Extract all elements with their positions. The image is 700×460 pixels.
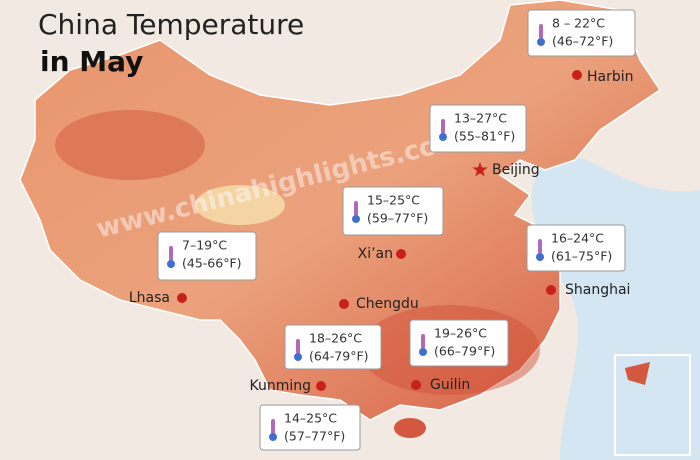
thermometer bbox=[296, 339, 300, 354]
thermometer-bulb bbox=[537, 38, 545, 46]
city-dot bbox=[177, 293, 187, 303]
inset-map bbox=[614, 354, 691, 456]
city-dot bbox=[396, 249, 406, 259]
temp-fahrenheit: (59–77°F) bbox=[367, 211, 428, 226]
callout bbox=[429, 104, 527, 153]
callout bbox=[526, 224, 626, 272]
city-name: Beijing bbox=[492, 162, 540, 178]
hainan bbox=[394, 418, 426, 438]
temp-fahrenheit: (55–81°F) bbox=[454, 129, 515, 144]
inset-land bbox=[625, 362, 650, 385]
temp-fahrenheit: (66–79°F) bbox=[434, 344, 495, 359]
city-dot bbox=[411, 380, 421, 390]
plateau-region bbox=[195, 185, 285, 225]
city-name: Shanghai bbox=[565, 282, 630, 298]
temp-celsius: 15–25°C bbox=[367, 193, 420, 208]
callout bbox=[342, 186, 444, 236]
temp-celsius: 8 – 22°C bbox=[552, 16, 605, 31]
temp-fahrenheit: (61–75°F) bbox=[551, 249, 612, 264]
callout bbox=[157, 231, 257, 281]
capital-star bbox=[472, 162, 488, 177]
city-name: Chengdu bbox=[356, 296, 419, 312]
city-dot bbox=[339, 299, 349, 309]
title-line: in May bbox=[40, 45, 143, 78]
basin-region bbox=[55, 110, 205, 180]
city-dot bbox=[546, 285, 556, 295]
temp-fahrenheit: (64-79°F) bbox=[309, 349, 369, 364]
temp-celsius: 14–25°C bbox=[284, 411, 337, 426]
city-dot bbox=[316, 381, 326, 391]
callout bbox=[259, 404, 361, 451]
temp-celsius: 19–26°C bbox=[434, 326, 487, 341]
temp-fahrenheit: (46–72°F) bbox=[552, 34, 613, 49]
thermometer-bulb bbox=[167, 260, 175, 268]
temp-fahrenheit: (45-66°F) bbox=[182, 256, 242, 271]
city-name: Kunming bbox=[249, 378, 311, 394]
thermometer bbox=[169, 246, 173, 261]
callout bbox=[527, 9, 636, 57]
city-name: Harbin bbox=[587, 69, 634, 85]
thermometer-bulb bbox=[352, 215, 360, 223]
temp-fahrenheit: (57–77°F) bbox=[284, 429, 345, 444]
temp-celsius: 16–24°C bbox=[551, 231, 604, 246]
thermometer-bulb bbox=[419, 348, 427, 356]
city-dot bbox=[572, 70, 582, 80]
thermometer bbox=[539, 24, 543, 39]
title-line: China Temperature bbox=[38, 8, 304, 41]
thermometer-bulb bbox=[269, 433, 277, 441]
thermometer-bulb bbox=[536, 253, 544, 261]
temp-celsius: 13–27°C bbox=[454, 111, 507, 126]
temp-celsius: 7–19°C bbox=[182, 238, 227, 253]
thermometer bbox=[354, 201, 358, 216]
callout bbox=[284, 324, 382, 370]
thermometer bbox=[421, 334, 425, 349]
thermometer bbox=[271, 419, 275, 434]
city-name: Xi’an bbox=[358, 246, 393, 262]
city-name: Guilin bbox=[430, 377, 470, 393]
thermometer bbox=[441, 119, 445, 134]
callout bbox=[409, 319, 509, 367]
thermometer-bulb bbox=[294, 353, 302, 361]
city-name: Lhasa bbox=[129, 290, 170, 306]
thermometer bbox=[538, 239, 542, 254]
temp-celsius: 18–26°C bbox=[309, 331, 362, 346]
thermometer-bulb bbox=[439, 133, 447, 141]
